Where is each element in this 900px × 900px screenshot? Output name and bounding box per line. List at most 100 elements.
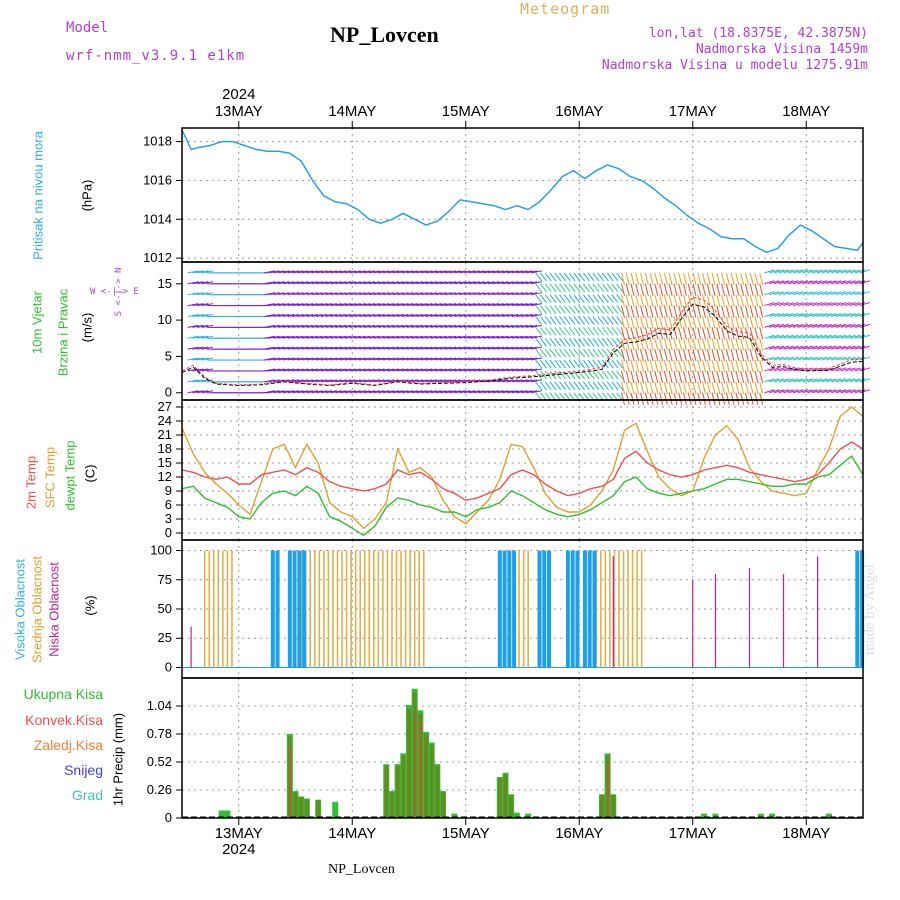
wind-arrow [711, 392, 716, 405]
wind-arrow [301, 346, 314, 350]
wind-arrow [554, 327, 562, 336]
wind-arrow [473, 292, 485, 296]
wind-arrow [306, 324, 318, 328]
wind-arrow [506, 368, 519, 372]
wind-arrow [430, 292, 442, 296]
wind-arrow [602, 305, 609, 314]
wind-arrow [692, 305, 697, 318]
wind-arrow [730, 349, 735, 362]
wind-arrow [764, 269, 775, 274]
day-label-bottom: 16MAY [555, 825, 603, 842]
wind-arrow [502, 292, 514, 296]
wind-arrow [497, 313, 509, 317]
temp-tick-label: 0 [165, 525, 172, 540]
wind-arrow [435, 324, 447, 328]
cloud-high-bar [287, 550, 292, 668]
wind-arrow [587, 305, 595, 314]
wind-arrow [625, 359, 630, 373]
precip-overlap-bar [389, 791, 394, 818]
wind-arrow [654, 359, 659, 373]
cloud-high-bar [507, 550, 512, 668]
wind-arrow [611, 316, 619, 325]
wind-arrow [378, 379, 390, 383]
wind-arrow [730, 272, 735, 286]
precip-total-bar [332, 801, 339, 818]
wind-arrow [840, 345, 851, 350]
wind-arrow [797, 389, 808, 394]
wind-arrow [706, 338, 711, 351]
wind-arrow [526, 335, 538, 339]
wind-arrow [749, 272, 754, 286]
precip-total-bar [513, 812, 520, 818]
wind-arrow [630, 294, 635, 307]
wind-arrow [421, 292, 433, 296]
wind-arrow [459, 270, 471, 274]
wind-arrow [540, 359, 547, 369]
wind-arrow [702, 327, 706, 340]
wind-arrow [263, 335, 276, 339]
wind-arrow [473, 324, 485, 328]
wind-arrow [616, 272, 624, 282]
wind-arrow [769, 312, 780, 317]
wind-arrow [620, 381, 625, 394]
wind-arrow [754, 272, 759, 286]
wind-arrow [335, 324, 347, 328]
wind-arrow [478, 292, 490, 296]
wind-arrow [706, 349, 711, 362]
wind-arrow [406, 281, 419, 285]
wind-arrow [544, 283, 552, 293]
wind-arrow [721, 316, 726, 329]
wind-arrow [192, 335, 204, 339]
panel-frame [181, 127, 864, 263]
cloud-high-bar [512, 550, 517, 668]
wind-arrow [325, 368, 338, 372]
wind-arrow [526, 357, 538, 361]
lonlat-label: lon,lat (18.8375E, 42.3875N) [648, 26, 868, 41]
wind-arrow [578, 327, 585, 336]
wind-arrow [563, 316, 571, 325]
wind-arrow [311, 379, 323, 383]
wind-arrow [430, 281, 442, 285]
wind-arrow [602, 327, 609, 336]
wind-arrow [316, 335, 328, 339]
wind-arrow [340, 324, 352, 328]
wind-arrow [597, 316, 605, 325]
day-label-bottom: 13MAY [215, 825, 263, 842]
wind-arrow [740, 349, 745, 362]
wind-arrow [306, 390, 318, 394]
wind-arrow [678, 359, 683, 373]
wind-arrow [606, 283, 614, 293]
wind-arrow [454, 368, 466, 372]
wind-arrow [397, 270, 409, 274]
wind-arrow [682, 272, 687, 286]
wind-arrow [282, 335, 295, 339]
wind-arrow [354, 324, 366, 328]
wind-arrow [316, 390, 328, 394]
wind-arrow [387, 335, 399, 339]
wind-arrow [349, 281, 361, 285]
wind-arrow [359, 346, 371, 350]
wind-arrow [807, 345, 818, 350]
wind-arrow [716, 283, 721, 296]
wind-arrow [273, 281, 285, 285]
wind-arrow [845, 323, 856, 328]
wind-arrow [378, 270, 390, 274]
wind-arrow [635, 316, 640, 329]
wind-arrow [678, 381, 683, 394]
wind-arrow [554, 305, 562, 314]
wind-arrow [578, 316, 585, 325]
wind-arrow [831, 367, 842, 372]
cloud-high-bar [542, 550, 547, 668]
wind-arrow [368, 292, 380, 296]
wind-arrow [635, 359, 640, 373]
wind-arrow [464, 335, 476, 339]
wind-arrow [454, 313, 466, 317]
wind-arrow [663, 294, 668, 307]
wind-arrow [387, 368, 399, 372]
wind-arrow [640, 272, 645, 286]
wind-arrow [478, 335, 490, 339]
wind-arrow [521, 281, 533, 285]
wind-arrow [821, 312, 832, 317]
wind-arrow [540, 337, 547, 347]
wind-arrow [778, 389, 789, 394]
